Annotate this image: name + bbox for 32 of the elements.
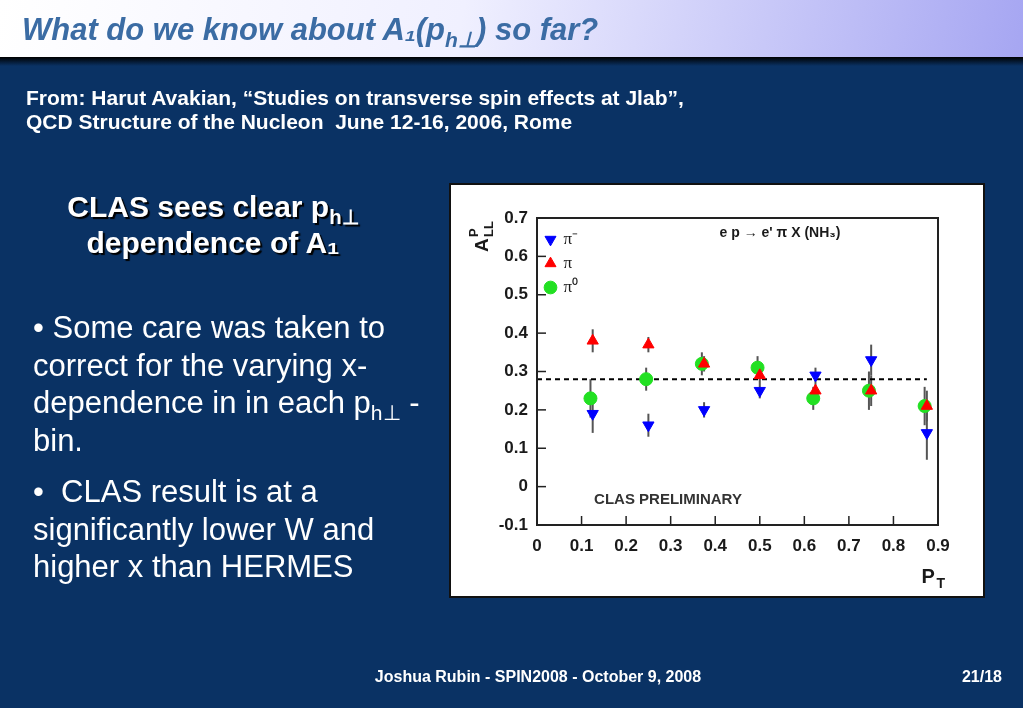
chart-title: What do we know about A₁(p$_{h⊥}$) so far? [22, 12, 599, 52]
x-tick-label: 0.3 [658, 535, 683, 555]
text: 21/18 [960, 667, 1002, 687]
y-tick-label: 0.7 [504, 207, 528, 227]
y-tick-label: -0.1 [498, 514, 528, 534]
y-tick-label: 0.5 [504, 284, 528, 304]
x-tick-label: 0 [532, 535, 542, 555]
y-tick-label: 0.3 [504, 361, 528, 381]
annotation: e p → e' π X (NH₃) [719, 224, 841, 240]
text: From: Harut Avakian, “Studies on transverse spin effects at Jlab”, QCD Structure of the Nucleon June 12-16, 2006, Rome [26, 86, 684, 134]
y-tick-label: 0 [518, 476, 528, 496]
text: Joshua Rubin - SPIN2008 - October 9, 2008 [373, 667, 703, 687]
legend-label: π⁰ [563, 276, 579, 296]
x-tick-label: 0.9 [926, 535, 950, 555]
text: CLAS sees clear p$_{h⊥}$ dependence of A₁ [66, 189, 360, 261]
annotation: CLAS PRELIMINARY [594, 490, 742, 507]
y-tick-label: 0.1 [504, 437, 528, 457]
y-axis-title: ALLP [465, 220, 496, 253]
x-tick-label: 0.1 [569, 535, 594, 555]
x-tick-label: 0.2 [614, 535, 638, 555]
x-tick-label: 0.8 [881, 535, 906, 555]
text: • Some care was taken to correct for the varying x- dependence in in each p$_{h⊥}$ - bin. [33, 310, 420, 459]
x-tick-label: 0.6 [792, 535, 817, 555]
x-tick-label: 0.4 [703, 535, 728, 555]
legend-label: π⁻ [563, 228, 579, 248]
y-tick-label: 0.2 [504, 399, 528, 419]
legend-label: π [563, 252, 573, 272]
y-tick-label: 0.4 [504, 322, 529, 342]
text: • CLAS result is at a significantly lower W and higher x than HERMES [33, 473, 375, 587]
x-tick-label: 0.7 [837, 535, 861, 555]
y-tick-label: 0.6 [504, 246, 528, 266]
x-tick-label: 0.5 [747, 535, 772, 555]
